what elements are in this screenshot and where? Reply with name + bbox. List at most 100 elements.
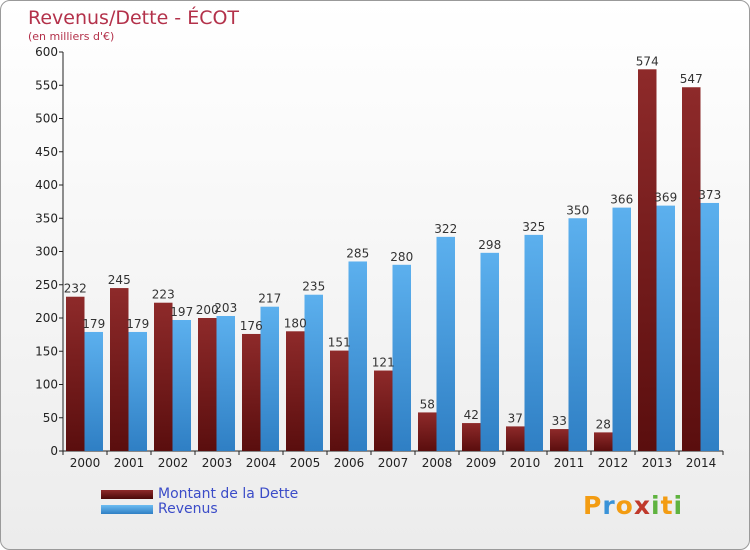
bar-revenus [128, 331, 147, 451]
bar-dette-value-label: 121 [372, 356, 395, 370]
y-tick-label: 0 [50, 444, 58, 458]
bar-revenus [700, 202, 719, 451]
bar-dette-value-label: 151 [328, 336, 351, 350]
x-tick-label: 2011 [554, 456, 585, 470]
bar-revenus [480, 252, 499, 451]
x-tick-label: 2005 [290, 456, 321, 470]
bar-dette [682, 87, 701, 452]
bar-dette [66, 296, 85, 451]
x-tick-label: 2012 [598, 456, 629, 470]
bar-revenus-value-label: 322 [434, 222, 457, 236]
bar-dette-value-label: 180 [284, 316, 307, 330]
data-labels-group: 232 245 223 200 176 180 151 121 58 42 37 33 28 574 547… [64, 54, 721, 431]
x-tick-label: 2002 [158, 456, 189, 470]
bar-dette-value-label: 574 [636, 54, 659, 68]
y-tick-label: 150 [35, 344, 58, 358]
bar-revenus-value-label: 325 [522, 220, 545, 234]
bar-dette [242, 333, 261, 451]
bar-revenus [304, 294, 323, 451]
logo-letter: r [602, 491, 616, 520]
x-tick-label: 2001 [114, 456, 145, 470]
logo-letter: i [673, 491, 684, 520]
x-tick-label: 2000 [70, 456, 101, 470]
bar-revenus-value-label: 203 [214, 301, 237, 315]
bar-revenus-value-label: 298 [478, 238, 501, 252]
legend-swatch-debt [101, 490, 153, 499]
legend-label-revenus: Revenus [158, 501, 218, 517]
chart-title: Revenus/Dette - ÉCOT [28, 7, 240, 29]
bar-dette [110, 288, 129, 451]
logo-letter: i [651, 491, 661, 520]
bar-dette-value-label: 28 [596, 417, 611, 431]
bar-revenus [216, 316, 235, 451]
bar-revenus [392, 264, 411, 451]
bar-revenus [568, 218, 587, 451]
y-tick-label: 350 [35, 211, 58, 225]
bars-group [66, 69, 719, 452]
proxiti-logo: Proxiti [583, 491, 683, 520]
y-tick-label: 500 [35, 112, 58, 126]
x-tick-label: 2014 [686, 456, 717, 470]
bar-revenus [260, 306, 279, 451]
y-tick-label: 400 [35, 178, 58, 192]
bar-revenus-value-label: 366 [610, 193, 633, 207]
bar-dette-value-label: 37 [508, 411, 523, 425]
bar-dette [462, 423, 481, 451]
x-tick-label: 2003 [202, 456, 233, 470]
bar-dette [198, 318, 217, 451]
bar-dette [550, 429, 569, 451]
bar-dette [594, 432, 613, 451]
x-tick-label: 2004 [246, 456, 277, 470]
logo-letter: o [615, 491, 634, 520]
bar-dette-value-label: 42 [464, 408, 479, 422]
legend-label-debt: Montant de la Dette [158, 486, 299, 502]
bar-dette [330, 350, 349, 451]
logo-letter: t [660, 491, 674, 520]
bar-dette-value-label: 33 [552, 414, 567, 428]
bar-dette-value-label: 223 [152, 288, 175, 302]
bar-dette-value-label: 245 [108, 273, 131, 287]
logo-letter: x [633, 491, 651, 520]
bar-dette [374, 370, 393, 451]
bar-dette [286, 331, 305, 451]
y-tick-label: 450 [35, 145, 58, 159]
bar-revenus [612, 207, 631, 451]
x-tick-label: 2009 [466, 456, 497, 470]
y-tick-label: 550 [35, 78, 58, 92]
bar-revenus [524, 234, 543, 451]
bar-dette [506, 426, 525, 451]
bar-revenus [656, 205, 675, 451]
bar-dette-value-label: 176 [240, 319, 263, 333]
y-tick-label: 300 [35, 245, 58, 259]
y-tick-label: 200 [35, 311, 58, 325]
bar-dette-value-label: 232 [64, 282, 87, 296]
bar-dette [418, 412, 437, 451]
x-tick-label: 2007 [378, 456, 409, 470]
y-tick-label: 100 [35, 378, 58, 392]
x-tick-label: 2010 [510, 456, 541, 470]
chart-subtitle: (en milliers d'€) [28, 30, 115, 43]
bar-dette [638, 69, 657, 451]
legend-swatch-revenus [101, 505, 153, 514]
bar-revenus-value-label: 369 [654, 191, 677, 205]
y-tick-label: 600 [35, 45, 58, 59]
bar-revenus-value-label: 217 [258, 292, 281, 306]
bar-revenus-value-label: 280 [390, 250, 413, 264]
y-tick-label: 50 [43, 411, 58, 425]
bar-revenus-value-label: 179 [82, 317, 105, 331]
bar-dette-value-label: 547 [680, 72, 703, 86]
bar-revenus-value-label: 373 [698, 188, 721, 202]
bar-dette-value-label: 200 [196, 303, 219, 317]
x-tick-label: 2008 [422, 456, 453, 470]
bar-revenus-value-label: 235 [302, 280, 325, 294]
bar-revenus [436, 236, 455, 451]
bar-dette-value-label: 58 [420, 397, 435, 411]
bar-revenus-value-label: 179 [126, 317, 149, 331]
x-tick-label: 2013 [642, 456, 673, 470]
bar-revenus-value-label: 285 [346, 246, 369, 260]
bar-revenus-value-label: 350 [566, 203, 589, 217]
x-tick-label: 2006 [334, 456, 365, 470]
y-tick-label: 250 [35, 278, 58, 292]
